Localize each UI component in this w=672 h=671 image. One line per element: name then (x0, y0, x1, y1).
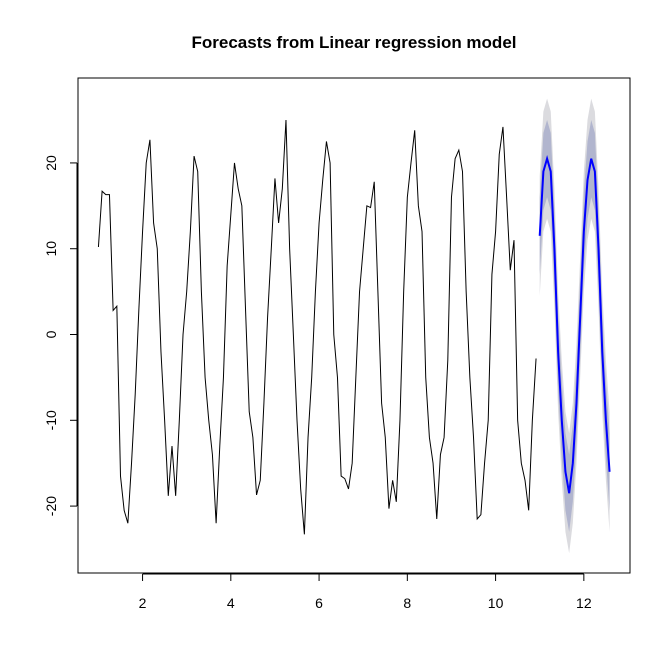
x-tick-label: 6 (315, 595, 323, 611)
prediction-interval (539, 98, 610, 554)
series-line (97, 120, 537, 535)
y-tick-label: -10 (43, 410, 59, 430)
plot-frame (77, 77, 631, 574)
x-tick-label: 12 (576, 595, 592, 611)
x-tick-label: 8 (403, 595, 411, 611)
x-tick-label: 2 (139, 595, 147, 611)
y-tick-label: -20 (43, 496, 59, 516)
prediction-interval (539, 120, 610, 532)
y-tick-label: 20 (43, 155, 59, 171)
series-line (538, 155, 611, 494)
y-tick-label: 10 (43, 241, 59, 257)
x-tick-label: 4 (227, 595, 235, 611)
x-tick-label: 10 (488, 595, 504, 611)
chart-title: Forecasts from Linear regression model (192, 33, 517, 52)
y-tick-label: 0 (43, 330, 59, 338)
